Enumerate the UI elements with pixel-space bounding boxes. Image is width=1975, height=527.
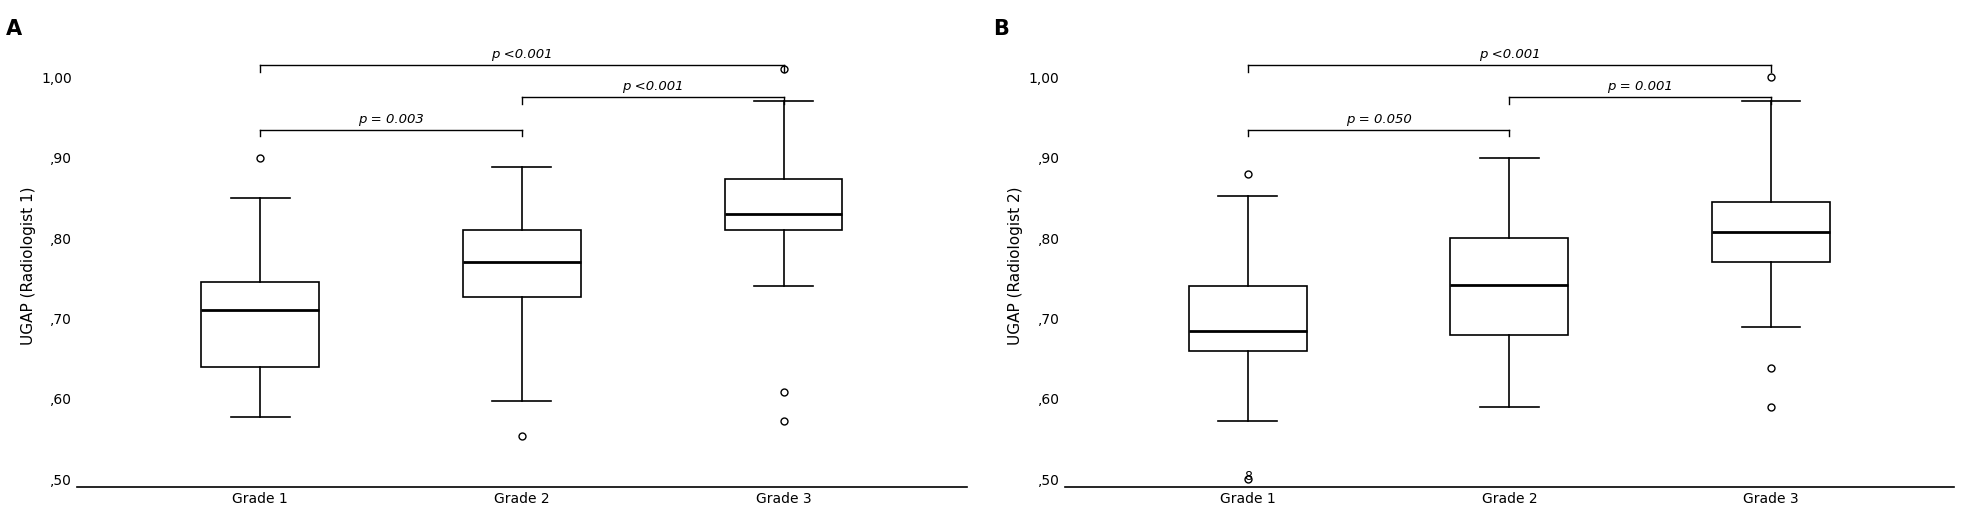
- Y-axis label: UGAP (Radiologist 2): UGAP (Radiologist 2): [1009, 187, 1023, 346]
- Text: A: A: [6, 18, 22, 38]
- Text: 8: 8: [1244, 471, 1252, 483]
- Text: p = 0.003: p = 0.003: [357, 113, 425, 125]
- Text: B: B: [993, 18, 1009, 38]
- Text: p <0.001: p <0.001: [492, 48, 553, 61]
- Text: p <0.001: p <0.001: [622, 81, 683, 93]
- PathPatch shape: [1712, 202, 1831, 262]
- Text: p <0.001: p <0.001: [1479, 48, 1541, 61]
- PathPatch shape: [725, 179, 843, 230]
- PathPatch shape: [201, 282, 320, 367]
- Text: p = 0.050: p = 0.050: [1345, 113, 1412, 125]
- Text: p = 0.001: p = 0.001: [1608, 81, 1673, 93]
- PathPatch shape: [462, 230, 581, 297]
- Y-axis label: UGAP (Radiologist 1): UGAP (Radiologist 1): [22, 187, 36, 346]
- PathPatch shape: [1450, 238, 1568, 335]
- PathPatch shape: [1189, 286, 1307, 350]
